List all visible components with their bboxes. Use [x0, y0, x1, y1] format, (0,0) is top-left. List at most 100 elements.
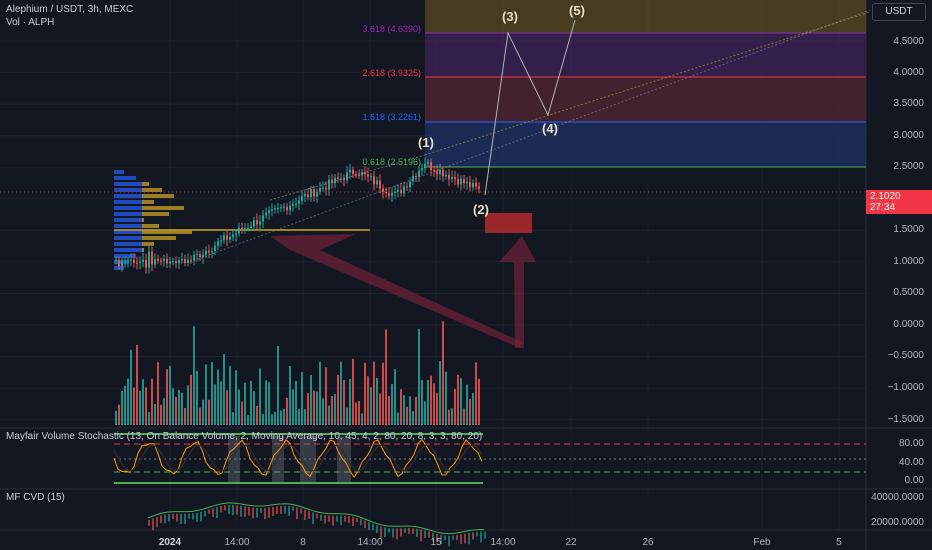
volume-profile-bar [114, 182, 142, 186]
cvd-bar [464, 533, 466, 544]
wave-label-1[interactable]: (1) [418, 135, 434, 150]
cvd-bar [196, 512, 198, 522]
candle-body [271, 209, 273, 211]
volume-profile-bar [114, 242, 142, 246]
volume-profile-bar [114, 248, 142, 252]
candle-body [466, 181, 468, 184]
price-tick: 2.5000 [893, 161, 924, 172]
stoch-d-line [113, 444, 483, 472]
cvd-bar [216, 507, 218, 518]
stoch-highlight [337, 436, 351, 482]
wave-label-3[interactable]: (3) [502, 9, 518, 24]
time-tick: 5 [836, 537, 842, 548]
fib-level-1618[interactable]: 1.618 (3.2261) [362, 112, 421, 122]
fib-level-3618[interactable]: 3.618 (4.6390) [362, 24, 421, 34]
candle-body [118, 259, 120, 267]
volume-bar [115, 410, 117, 425]
volume-bar [322, 398, 324, 425]
cvd-bar [376, 525, 378, 534]
volume-bar [238, 389, 240, 425]
volume-bar [193, 326, 195, 425]
cvd-bar [392, 528, 394, 538]
candle-body [199, 254, 201, 258]
cvd-bar [456, 535, 458, 541]
stoch-highlight [228, 436, 240, 482]
volume-bar [286, 397, 288, 425]
volume-bar [430, 375, 432, 425]
volume-bar [244, 382, 246, 425]
price-tick: −1.0000 [887, 382, 924, 393]
volume-bar [316, 391, 318, 425]
wave-label-5[interactable]: (5) [569, 3, 585, 18]
volume-bar [169, 365, 171, 425]
candle-body [310, 189, 312, 198]
candle-body [130, 259, 132, 261]
volume-profile-bar [142, 224, 159, 228]
candle-body [394, 191, 396, 193]
candle-body [289, 205, 291, 211]
candle-body [472, 183, 474, 188]
cvd-bar [360, 519, 362, 526]
cvd-bar [180, 513, 182, 525]
volume-bar [154, 403, 156, 425]
symbol-title[interactable]: Alephium / USDT, 3h, MEXC [6, 4, 134, 15]
volume-bar [388, 396, 390, 425]
volume-profile-bar [114, 176, 136, 180]
stoch-tick: 0.00 [904, 475, 924, 486]
fib-zone [425, 33, 866, 77]
cvd-bar [348, 516, 350, 524]
candle-body [223, 235, 225, 241]
time-tick: 22 [565, 537, 577, 548]
volume-bar [319, 361, 321, 425]
price-tick: 4.0000 [893, 67, 924, 78]
cvd-bar [328, 515, 330, 522]
volume-label: Vol · ALPH [6, 17, 55, 28]
candle-body [217, 241, 219, 246]
fib-level-0618[interactable]: 0.618 (2.5196) [362, 157, 421, 167]
wave-label-2[interactable]: (2) [473, 202, 489, 217]
candle-body [376, 180, 378, 185]
candle-body [442, 169, 444, 177]
candle-body [241, 227, 243, 230]
candle-body [388, 193, 390, 196]
cvd-title[interactable]: MF CVD (15) [6, 492, 65, 503]
cvd-tick: 20000.0000 [871, 517, 924, 528]
candle-body [145, 259, 147, 268]
candle-body [331, 179, 333, 184]
wave-path [484, 19, 576, 196]
volume-bar [361, 413, 363, 425]
cvd-bar [268, 507, 270, 519]
candle-body [478, 186, 480, 189]
candle-body [418, 170, 420, 177]
fib-zone [425, 122, 866, 167]
stochastic-title[interactable]: Mayfair Volume Stochastic (13, On Balanc… [6, 431, 483, 442]
volume-bar [403, 395, 405, 425]
candle-body [256, 220, 258, 225]
volume-bar [187, 385, 189, 425]
candle-body [238, 227, 240, 234]
fib-level-2618[interactable]: 2.618 (3.9325) [362, 68, 421, 78]
cvd-bar [332, 515, 334, 526]
cvd-bar [152, 518, 154, 531]
candle-body [298, 200, 300, 204]
candle-body [133, 259, 135, 263]
price-tick: 3.0000 [893, 130, 924, 141]
volume-bar [139, 390, 141, 425]
volume-profile-bar [114, 188, 142, 192]
cvd-bar [312, 512, 314, 525]
volume-bar [283, 408, 285, 425]
cvd-bar [320, 514, 322, 521]
candle-body [157, 258, 159, 261]
volume-bar [277, 345, 279, 425]
annotation-arrow [270, 234, 522, 348]
time-tick: 26 [642, 537, 654, 548]
currency-button[interactable]: USDT [872, 3, 926, 21]
wave-label-4[interactable]: (4) [542, 121, 558, 136]
candle-body [367, 174, 369, 177]
time-tick: 2024 [158, 537, 182, 548]
candle-body [250, 226, 252, 229]
volume-bar [307, 393, 309, 425]
volume-bar [454, 389, 456, 425]
candle-body [319, 187, 321, 192]
